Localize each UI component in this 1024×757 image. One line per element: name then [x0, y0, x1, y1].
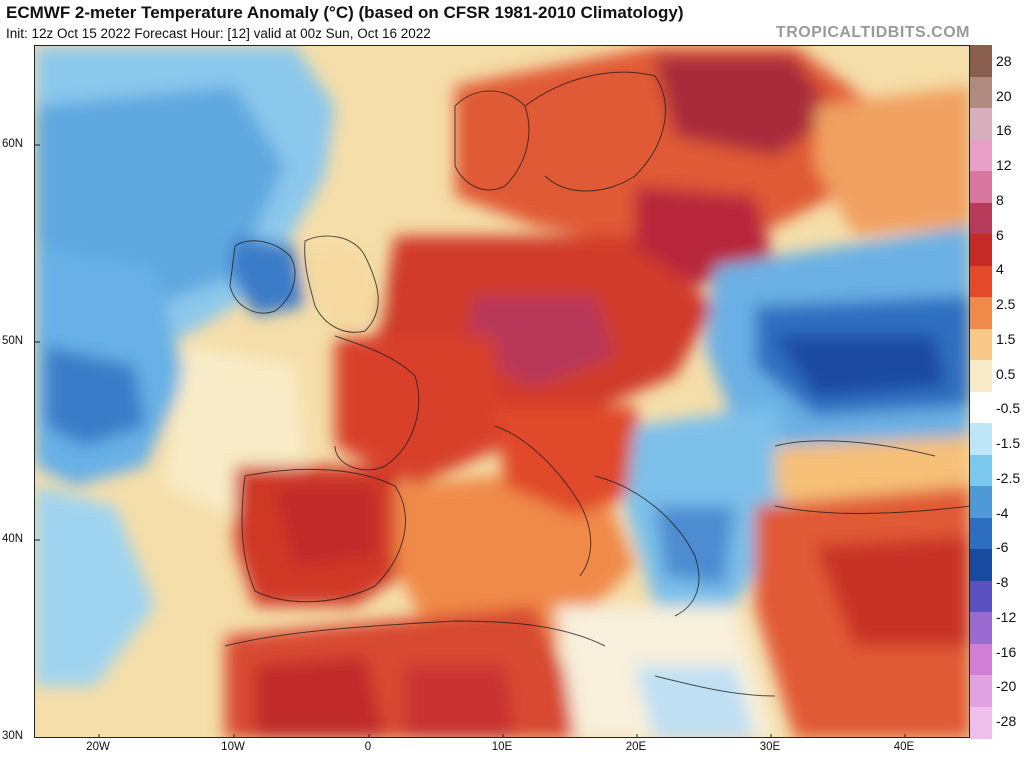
colorbar-label: 20: [996, 87, 1012, 104]
anomaly-field: [35, 46, 969, 737]
colorbar-swatch: [970, 45, 992, 77]
colorbar-label: 2.5: [996, 296, 1016, 313]
colorbar-swatch: [970, 76, 992, 109]
colorbar-swatch: [970, 517, 992, 550]
colorbar-label: -4: [996, 504, 1009, 521]
colorbar-swatch: [970, 297, 992, 329]
colorbar-swatch: [970, 423, 992, 455]
lon-label-40e: 40E: [893, 741, 915, 753]
lat-label-60n: 60N: [2, 138, 24, 150]
colorbar-swatch: [970, 580, 992, 613]
colorbar-swatch: [970, 328, 992, 361]
colorbar-label: -0.5: [996, 400, 1021, 417]
colorbar-label: -20: [996, 678, 1017, 695]
header: ECMWF 2-meter Temperature Anomaly (°C) (…: [0, 0, 1024, 46]
map-title: ECMWF 2-meter Temperature Anomaly (°C) (…: [6, 3, 684, 22]
map-subtitle: Init: 12z Oct 15 2022 Forecast Hour: [12…: [6, 26, 431, 41]
colorbar-label: 28: [996, 53, 1012, 69]
colorbar-swatch: [970, 108, 992, 140]
coastlines: [224, 71, 969, 697]
map-panel: [34, 45, 970, 738]
lon-label-0: 0: [364, 741, 372, 753]
lon-label-10e: 10E: [491, 741, 513, 753]
lat-label-50n: 50N: [2, 335, 24, 347]
colorbar-swatch: [970, 486, 992, 518]
axis-ticks: [35, 144, 906, 737]
colorbar-label: 4: [996, 261, 1004, 278]
colorbar-swatch: [970, 454, 992, 487]
colorbar: 28 20 16 12 8 6 4 2.5 1.5 0.5 -0.5 -1.5 -2.5 -4 -6 -8 -1…: [970, 45, 1024, 739]
colorbar-swatch: [970, 265, 992, 298]
colorbar-swatch: [970, 643, 992, 676]
colorbar-label: 0.5: [996, 365, 1016, 382]
colorbar-swatch: [970, 549, 992, 581]
colorbar-label: 16: [996, 122, 1012, 139]
colorbar-swatch: [970, 139, 992, 172]
colorbar-swatch: [970, 706, 992, 739]
lat-label-30n: 30N: [2, 730, 24, 742]
colorbar-label: -1.5: [996, 435, 1021, 452]
colorbar-label: -8: [996, 574, 1009, 591]
colorbar-label: 12: [996, 157, 1012, 174]
lat-label-40n: 40N: [2, 533, 24, 545]
temperature-anomaly-map: [35, 46, 969, 737]
colorbar-label: -28: [996, 713, 1017, 729]
colorbar-label: 8: [996, 191, 1004, 208]
lon-label-10w: 10W: [221, 741, 245, 753]
lon-label-20e: 20E: [625, 741, 647, 753]
colorbar-swatch: [970, 391, 992, 424]
colorbar-label: -2.5: [996, 469, 1021, 486]
colorbar-label: 6: [996, 226, 1004, 243]
lon-label-20w: 20W: [86, 741, 110, 753]
colorbar-swatch: [970, 171, 992, 203]
colorbar-swatch: [970, 202, 992, 235]
colorbar-swatch: [970, 612, 992, 644]
lon-label-30e: 30E: [759, 741, 781, 753]
brand-watermark: TROPICALTIDBITS.COM: [775, 24, 970, 41]
colorbar-swatch: [970, 675, 992, 707]
colorbar-label: 1.5: [996, 330, 1016, 347]
colorbar-label: -12: [996, 608, 1017, 625]
colorbar-label: -16: [996, 643, 1017, 660]
colorbar-label: -6: [996, 539, 1009, 556]
colorbar-swatch: [970, 360, 992, 392]
colorbar-swatch: [970, 234, 992, 266]
